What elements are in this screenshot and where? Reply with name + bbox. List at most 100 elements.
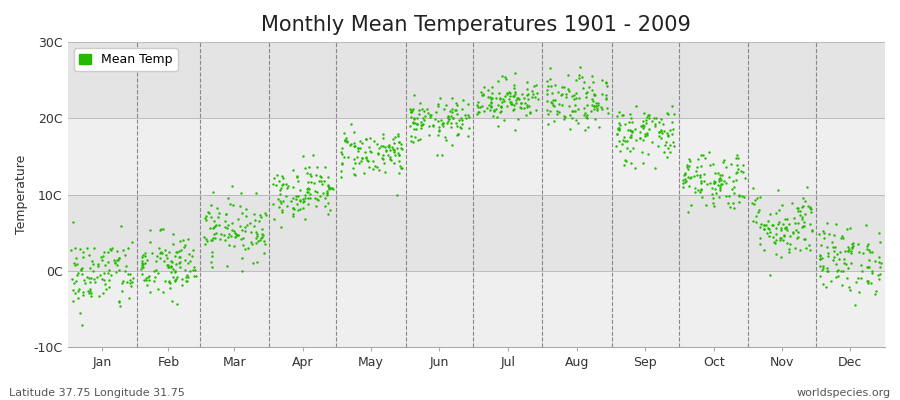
- Point: [788, 244, 803, 251]
- Point: [80, 244, 94, 251]
- Point: [431, 132, 446, 138]
- Point: [335, 160, 349, 166]
- Point: [286, 205, 301, 212]
- Point: [828, 260, 842, 267]
- Point: [572, 72, 586, 78]
- Point: [654, 115, 669, 122]
- Point: [426, 122, 440, 128]
- Point: [104, 272, 118, 278]
- Point: [391, 150, 405, 156]
- Point: [266, 216, 281, 222]
- Point: [715, 172, 729, 178]
- Point: [395, 146, 410, 152]
- Point: [707, 186, 722, 192]
- Point: [348, 143, 363, 149]
- Point: [525, 94, 539, 101]
- Point: [305, 152, 320, 158]
- Point: [164, 264, 178, 270]
- Point: [338, 130, 352, 136]
- Point: [729, 177, 743, 183]
- Point: [212, 210, 226, 216]
- Point: [813, 256, 827, 262]
- Point: [359, 136, 374, 143]
- Point: [680, 166, 695, 172]
- Point: [648, 123, 662, 130]
- Point: [248, 217, 262, 223]
- Point: [112, 303, 127, 310]
- Point: [778, 232, 792, 238]
- Point: [429, 109, 444, 115]
- Point: [434, 117, 448, 124]
- Point: [872, 258, 886, 265]
- Point: [121, 270, 135, 277]
- Point: [220, 263, 234, 270]
- Point: [609, 131, 624, 138]
- Point: [93, 272, 107, 278]
- Point: [456, 97, 471, 104]
- Point: [83, 265, 97, 271]
- Point: [653, 134, 668, 141]
- Point: [458, 115, 473, 121]
- Point: [544, 82, 558, 89]
- Point: [412, 110, 427, 117]
- Point: [156, 226, 170, 232]
- Point: [245, 241, 259, 247]
- Point: [169, 274, 184, 280]
- Point: [168, 248, 183, 255]
- Point: [687, 172, 701, 179]
- Point: [223, 201, 238, 207]
- Point: [112, 267, 126, 274]
- Point: [711, 170, 725, 176]
- Point: [691, 156, 706, 162]
- Point: [813, 273, 827, 279]
- Point: [320, 192, 334, 199]
- Point: [168, 253, 183, 259]
- Point: [844, 248, 859, 254]
- Point: [75, 271, 89, 278]
- Point: [256, 230, 270, 237]
- Point: [321, 174, 336, 180]
- Point: [514, 99, 528, 106]
- Point: [872, 254, 886, 261]
- Point: [68, 262, 82, 269]
- Point: [165, 298, 179, 304]
- Point: [155, 250, 169, 256]
- Point: [273, 187, 287, 194]
- Point: [178, 256, 193, 263]
- Point: [183, 258, 197, 264]
- Point: [873, 238, 887, 245]
- Point: [623, 127, 637, 134]
- Point: [796, 194, 810, 201]
- Point: [372, 144, 386, 151]
- Point: [136, 260, 150, 267]
- Point: [823, 231, 837, 238]
- Point: [207, 224, 221, 230]
- Point: [752, 241, 767, 248]
- Point: [737, 174, 751, 181]
- Point: [70, 270, 85, 276]
- Point: [659, 139, 673, 146]
- Point: [762, 228, 777, 235]
- Point: [414, 122, 428, 128]
- Point: [829, 273, 843, 280]
- Point: [168, 278, 183, 284]
- Point: [719, 164, 733, 170]
- Point: [347, 156, 362, 162]
- Point: [363, 135, 377, 141]
- Point: [411, 107, 426, 113]
- Point: [711, 182, 725, 188]
- Point: [206, 230, 220, 237]
- Point: [523, 110, 537, 116]
- Point: [89, 274, 104, 280]
- Point: [236, 241, 250, 248]
- Point: [702, 162, 716, 168]
- Point: [629, 103, 643, 110]
- Point: [493, 95, 508, 102]
- Point: [666, 139, 680, 145]
- Point: [688, 168, 703, 174]
- Point: [121, 245, 135, 251]
- Point: [139, 277, 153, 284]
- Point: [774, 224, 788, 231]
- Point: [500, 75, 514, 82]
- Point: [844, 241, 859, 247]
